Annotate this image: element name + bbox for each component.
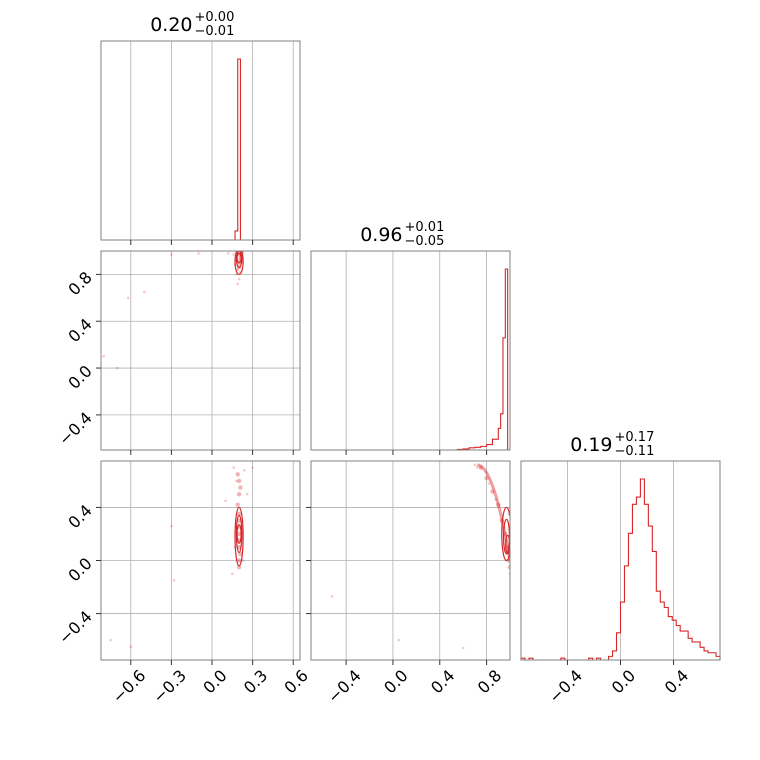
y-tick-label: 0.4: [64, 501, 95, 532]
sample-point-core: [496, 502, 501, 507]
sample-point: [143, 290, 146, 294]
sample-point: [232, 253, 235, 256]
sample-point-core: [236, 564, 242, 570]
sample-point: [109, 638, 112, 642]
sample-point: [473, 463, 477, 467]
histogram-series: [311, 268, 510, 451]
density-contour: [235, 251, 243, 268]
pair-panel-2-3: [306, 460, 511, 665]
density-contour: [236, 524, 242, 544]
sample-point: [170, 524, 173, 528]
y-tick-label: 0.4: [64, 315, 95, 346]
panel-frame: [100, 40, 301, 241]
sample-point: [224, 499, 227, 503]
x-tick-label: 0.0: [608, 666, 639, 697]
sample-point: [126, 296, 130, 300]
sample-point: [251, 466, 254, 469]
sample-point: [245, 492, 249, 496]
x-tick-label: −0.3: [149, 666, 190, 707]
density-contour: [234, 251, 244, 276]
sample-point: [241, 559, 245, 562]
y-tick-label: 0.0: [64, 554, 95, 585]
sample-point: [226, 252, 230, 255]
panel-content: [102, 251, 244, 370]
param-median: 0.20: [150, 14, 192, 36]
sample-point: [170, 253, 173, 256]
sample-point-core: [236, 511, 242, 517]
x-tick-label: 0.4: [661, 666, 692, 697]
sample-point-core: [235, 502, 240, 507]
x-tick-label: 0.4: [427, 666, 458, 697]
sample-point-core: [507, 564, 510, 570]
histogram-series: [520, 478, 721, 661]
y-tick-label: −0.4: [55, 408, 96, 449]
y-tick-label: 0.0: [64, 361, 95, 392]
param-minus-error: −0.01: [195, 24, 235, 39]
param-minus-error: −0.05: [405, 234, 445, 249]
panel-frame: [100, 250, 301, 451]
x-tick-label: −0.4: [324, 666, 365, 707]
sample-point: [115, 366, 119, 370]
sample-point: [235, 479, 238, 483]
panel-frame: [310, 250, 511, 451]
x-tick-label: 0.0: [380, 666, 411, 697]
x-tick-label: −0.6: [109, 666, 150, 707]
sample-point: [475, 466, 479, 469]
sample-trail: [477, 463, 510, 561]
sample-point-core: [236, 478, 242, 484]
density-contour: [235, 514, 243, 554]
sample-point: [487, 482, 491, 485]
sample-point: [330, 595, 334, 598]
param-minus-error: −0.11: [615, 444, 655, 459]
sample-point-core: [236, 491, 242, 497]
density-contour: [501, 506, 510, 562]
sample-point: [129, 645, 133, 649]
sample-point: [231, 572, 234, 576]
panel-content: [330, 463, 510, 650]
hist-panel-2: 0.96 +0.01−0.05: [310, 220, 511, 455]
y-tick-label: −0.4: [55, 607, 96, 648]
sample-point-core: [236, 545, 242, 550]
sample-point-core: [478, 465, 483, 470]
x-tick-label: 0.8: [474, 666, 505, 697]
hist-panel-3: 0.19 +0.17−0.11: [520, 430, 721, 665]
sample-point-core: [236, 558, 242, 563]
sample-point: [237, 277, 241, 281]
density-contour: [234, 506, 244, 567]
sample-point-core: [236, 531, 242, 537]
param-median: 0.19: [570, 434, 612, 456]
param-plus-error: +0.17: [615, 430, 655, 445]
sample-point: [197, 252, 200, 255]
pair-panel-1-3: [96, 460, 301, 665]
sample-point: [102, 355, 106, 358]
sample-point: [236, 282, 240, 286]
sample-point: [232, 466, 235, 469]
sample-point: [494, 498, 498, 501]
x-tick-label: −0.4: [545, 666, 586, 707]
sample-point-core: [235, 472, 240, 477]
sample-point-core: [236, 518, 242, 523]
hist-panel-1: 0.20 +0.00−0.01: [100, 10, 301, 245]
x-tick-label: 0.3: [240, 666, 271, 697]
sample-point-core: [484, 476, 489, 481]
y-tick-label: 0.8: [64, 268, 95, 299]
param-median: 0.96: [360, 224, 402, 246]
x-tick-label: 0.0: [199, 666, 230, 697]
pair-panel-1-2: [96, 250, 301, 455]
sample-point: [172, 579, 176, 582]
sample-point: [397, 638, 401, 642]
param-plus-error: +0.00: [195, 10, 235, 25]
panel-content: [109, 466, 254, 649]
sample-point: [243, 468, 246, 472]
sample-point: [236, 268, 240, 272]
sample-point-core: [238, 485, 243, 490]
sample-point: [461, 646, 465, 650]
param-plus-error: +0.01: [405, 220, 445, 235]
density-contour: [236, 252, 242, 264]
sample-point-core: [490, 489, 495, 494]
x-tick-label: 0.6: [280, 666, 311, 697]
